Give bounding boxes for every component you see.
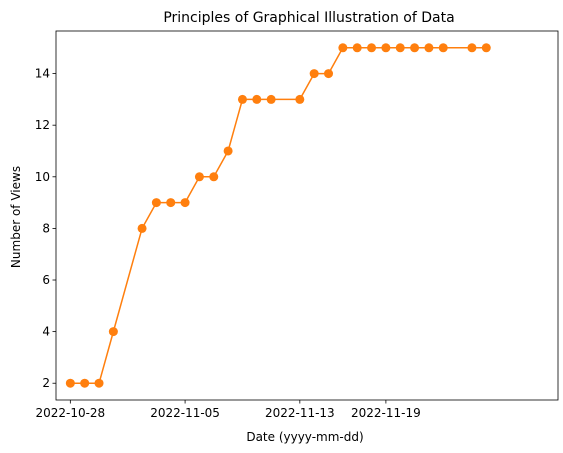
data-point: [438, 43, 448, 53]
y-axis-label: Number of Views: [9, 166, 23, 268]
data-point: [137, 223, 147, 233]
y-tick-label: 8: [42, 221, 50, 235]
data-point: [338, 43, 348, 53]
data-point: [424, 43, 434, 53]
data-point: [381, 43, 391, 53]
x-tick-label: 2022-11-19: [351, 406, 421, 420]
data-point: [209, 172, 219, 182]
y-tick-label: 14: [35, 67, 50, 81]
x-axis-label: Date (yyyy-mm-dd): [246, 430, 363, 444]
y-tick-label: 12: [35, 118, 50, 132]
x-tick-label: 2022-11-05: [150, 406, 220, 420]
chart-title: Principles of Graphical Illustration of …: [163, 10, 454, 26]
data-point: [252, 94, 262, 104]
x-tick-label: 2022-10-28: [35, 406, 105, 420]
data-point: [237, 94, 247, 104]
axes-frame: [55, 30, 559, 401]
y-tick-label: 4: [42, 325, 50, 339]
data-point: [352, 43, 362, 53]
data-point: [94, 378, 104, 388]
data-point: [295, 94, 305, 104]
y-tick-label: 2: [42, 376, 50, 390]
y-tick-label: 10: [35, 170, 50, 184]
data-point: [166, 198, 176, 208]
data-point: [151, 198, 161, 208]
data-point: [266, 94, 276, 104]
x-tick-label: 2022-11-13: [265, 406, 335, 420]
data-point: [108, 327, 118, 337]
data-point: [80, 378, 90, 388]
data-point: [467, 43, 477, 53]
data-point: [481, 43, 491, 53]
data-point: [309, 69, 319, 79]
plot-area: 2 4 6 8 10 12 14 2022-10-28 2022-11-05 2022-11-13…: [35, 30, 559, 420]
data-point: [410, 43, 420, 53]
data-point: [223, 146, 233, 156]
data-point: [367, 43, 377, 53]
data-point: [65, 378, 75, 388]
series-line: [70, 47, 487, 384]
y-tick-label: 6: [42, 273, 50, 287]
data-point: [395, 43, 405, 53]
data-point: [194, 172, 204, 182]
data-point: [180, 198, 190, 208]
data-point: [324, 69, 334, 79]
